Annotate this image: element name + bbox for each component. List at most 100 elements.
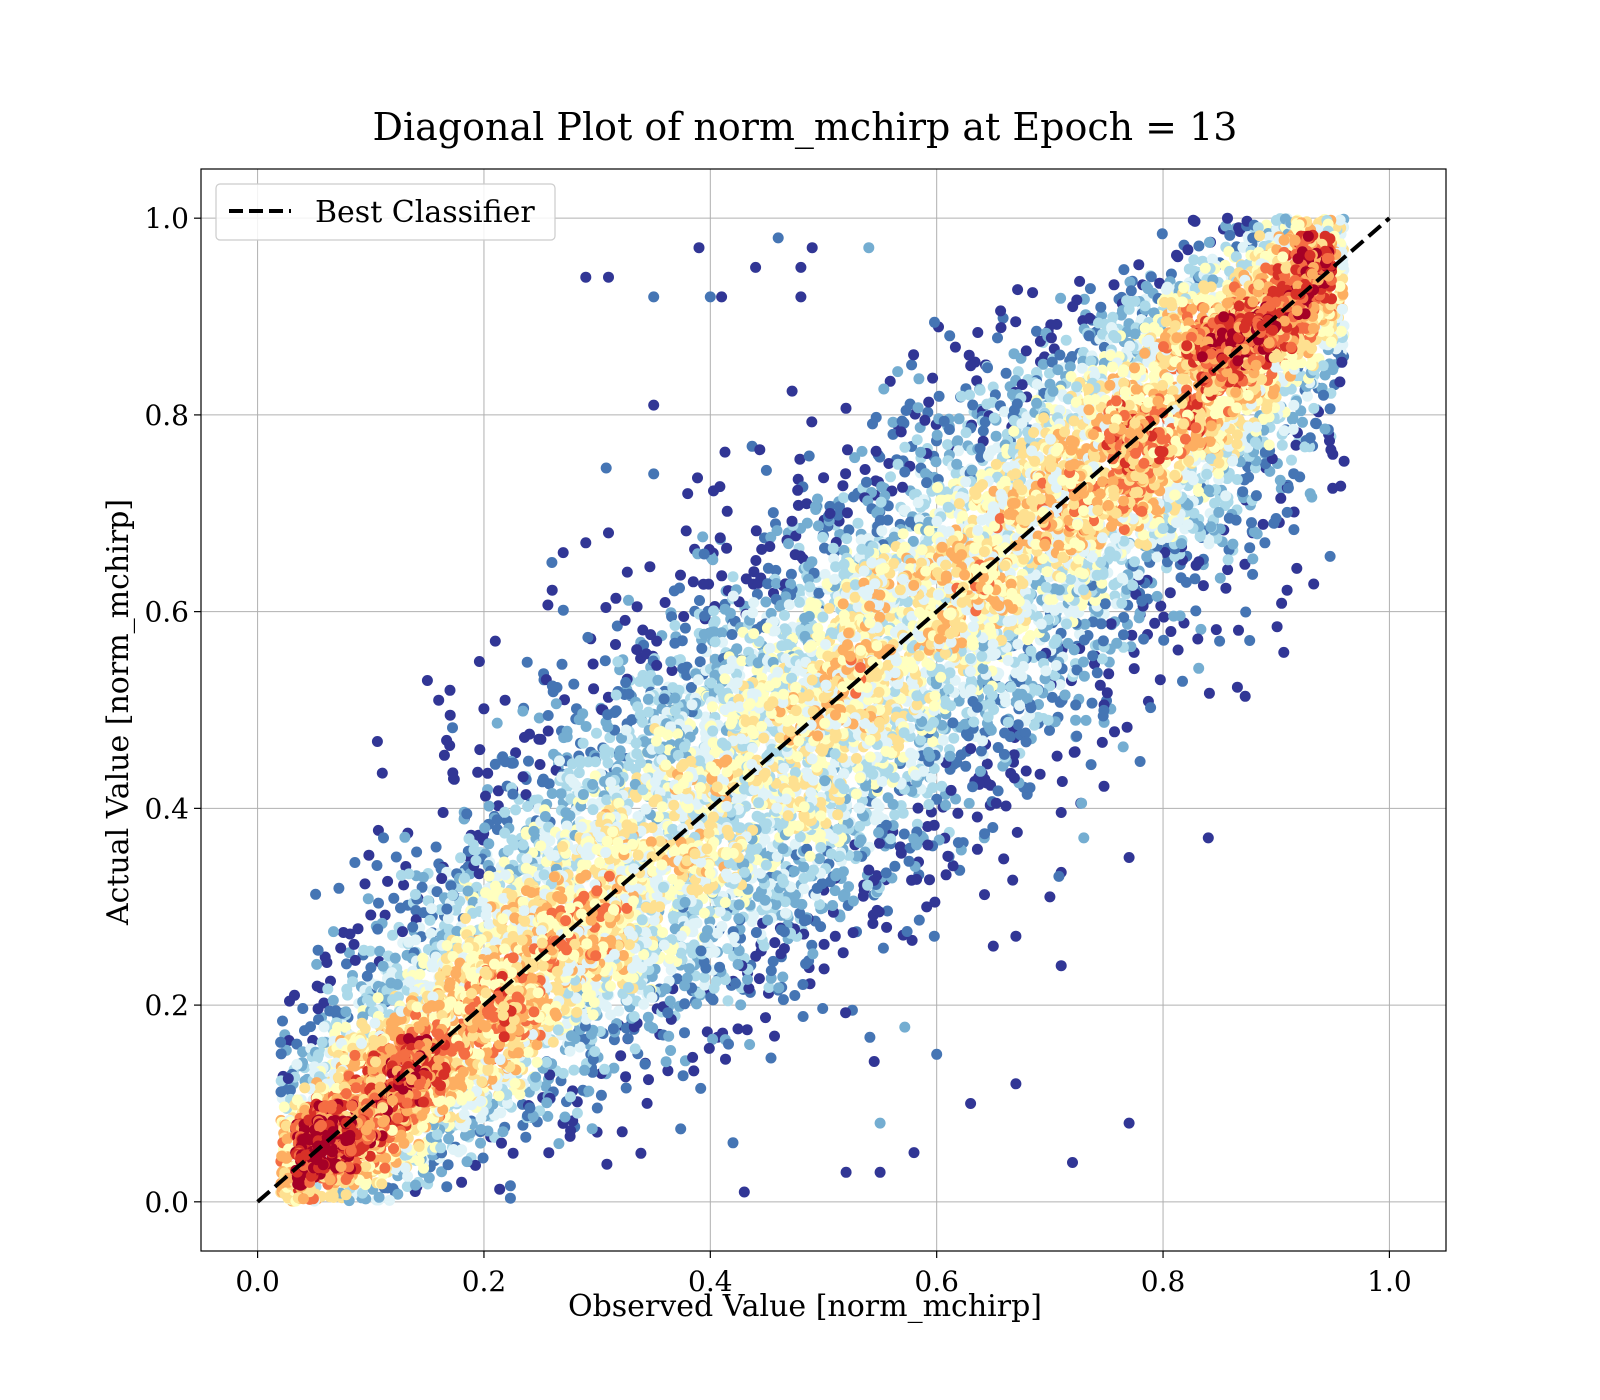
- scatter-point: [965, 684, 977, 696]
- scatter-point: [952, 807, 964, 819]
- scatter-point: [1040, 581, 1052, 593]
- scatter-point: [444, 709, 456, 721]
- scatter-point: [573, 767, 585, 779]
- scatter-point: [764, 541, 776, 552]
- scatter-point: [430, 841, 442, 853]
- scatter-point: [971, 843, 983, 855]
- scatter-point: [340, 1189, 352, 1201]
- scatter-point: [806, 939, 818, 951]
- scatter-point: [601, 1158, 613, 1170]
- scatter-point: [952, 837, 964, 849]
- scatter-point: [1338, 455, 1350, 467]
- scatter-point: [546, 850, 557, 861]
- scatter-point: [990, 458, 1002, 470]
- scatter-point: [510, 804, 522, 816]
- scatter-point: [931, 515, 943, 527]
- scatter-point: [817, 742, 829, 754]
- scatter-point: [662, 1007, 674, 1019]
- scatter-point: [707, 1033, 719, 1045]
- scatter-point: [621, 566, 633, 578]
- scatter-point: [815, 842, 827, 853]
- scatter-point: [615, 1050, 627, 1062]
- scatter-point: [1175, 572, 1187, 584]
- scatter-point: [1203, 687, 1215, 699]
- scatter-point: [932, 482, 943, 493]
- scatter-point: [1059, 689, 1071, 701]
- scatter-point: [910, 769, 922, 781]
- scatter-point: [1083, 330, 1095, 342]
- scatter-point: [931, 1048, 943, 1060]
- scatter-point: [840, 468, 852, 480]
- scatter-point: [769, 937, 781, 949]
- scatter-point: [528, 825, 540, 837]
- scatter-point: [707, 701, 718, 713]
- scatter-point: [765, 531, 777, 543]
- scatter-point: [542, 725, 554, 737]
- scatter-point: [534, 759, 546, 770]
- scatter-point: [892, 366, 904, 378]
- scatter-point: [800, 958, 812, 970]
- scatter-point: [586, 1123, 598, 1135]
- scatter-point: [854, 772, 866, 784]
- scatter-point: [1037, 358, 1049, 370]
- scatter-point: [475, 1137, 486, 1149]
- scatter-point: [1010, 930, 1022, 942]
- scatter-point: [798, 915, 810, 927]
- scatter-point: [977, 735, 988, 747]
- scatter-point: [499, 806, 511, 818]
- scatter-point: [461, 1156, 473, 1168]
- scatter-point: [600, 602, 612, 613]
- scatter-point: [441, 903, 453, 915]
- scatter-point: [947, 717, 959, 729]
- scatter-point: [1050, 660, 1062, 671]
- scatter-point: [1071, 664, 1083, 676]
- scatter-point: [307, 1034, 319, 1046]
- scatter-point: [808, 864, 819, 876]
- scatter-point: [812, 520, 824, 532]
- scatter-point: [341, 983, 353, 995]
- scatter-point: [953, 498, 965, 510]
- scatter-point: [1060, 334, 1072, 346]
- scatter-point: [1116, 597, 1128, 609]
- scatter-point: [1121, 721, 1133, 733]
- scatter-point: [278, 1101, 290, 1113]
- scatter-point: [312, 1003, 324, 1015]
- scatter-point: [1045, 332, 1057, 344]
- scatter-point: [559, 694, 570, 706]
- scatter-point: [964, 389, 976, 401]
- scatter-point: [359, 878, 371, 890]
- scatter-point: [964, 665, 976, 677]
- scatter-point: [811, 882, 823, 894]
- scatter-point: [1091, 667, 1103, 679]
- scatter-point: [708, 605, 720, 617]
- scatter-point: [658, 693, 670, 705]
- scatter-point: [620, 677, 632, 688]
- scatter-point: [867, 918, 879, 929]
- scatter-point: [557, 547, 569, 559]
- scatter-point: [1065, 573, 1076, 585]
- scatter-point: [982, 684, 994, 696]
- scatter-point: [1052, 364, 1064, 376]
- scatter-point: [1193, 556, 1205, 568]
- scatter-point: [889, 860, 901, 872]
- scatter-point: [987, 822, 999, 833]
- scatter-point: [928, 930, 940, 942]
- scatter-point: [714, 961, 726, 973]
- scatter-point: [754, 444, 766, 456]
- scatter-point: [494, 1183, 506, 1195]
- scatter-point: [716, 920, 728, 932]
- scatter-point: [675, 930, 687, 942]
- scatter-point: [1335, 325, 1347, 337]
- scatter-point: [854, 820, 866, 832]
- scatter-point: [723, 1038, 734, 1050]
- scatter-point: [936, 780, 948, 792]
- scatter-point: [763, 680, 775, 692]
- scatter-point: [591, 1102, 603, 1114]
- scatter-point: [1031, 325, 1042, 337]
- scatter-point: [1299, 441, 1311, 453]
- scatter-point: [877, 942, 889, 954]
- scatter-point: [995, 305, 1007, 317]
- scatter-point: [944, 750, 956, 762]
- scatter-point: [1084, 283, 1096, 295]
- scatter-point: [792, 484, 804, 496]
